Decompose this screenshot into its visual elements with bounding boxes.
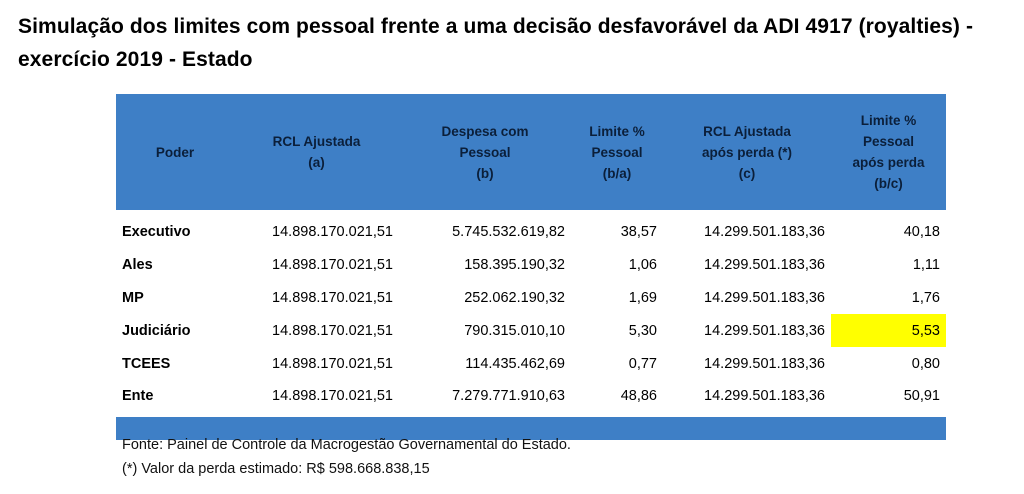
cell-limite-apos-perda: 50,91 <box>903 388 940 405</box>
table-row: MP 14.898.170.021,51 252.062.190,32 1,69… <box>116 282 946 315</box>
cell-poder: Ente <box>122 388 154 405</box>
cell-limite-apos-perda-highlighted: 5,53 <box>831 314 946 348</box>
table-footer-bar <box>116 416 946 440</box>
cell-poder: TCEES <box>122 355 171 372</box>
cell-limite-pessoal: 48,86 <box>620 388 657 405</box>
cell-limite-apos-perda: 40,18 <box>903 224 940 241</box>
table-row: Judiciário 14.898.170.021,51 790.315.010… <box>116 314 946 348</box>
header-rcl-apos-perda: RCL Ajustada após perda (*) (c) <box>663 94 831 210</box>
cell-rcl-ajustada: 14.898.170.021,51 <box>272 257 393 274</box>
source-note: Fonte: Painel de Controle da Macrogestão… <box>122 437 571 453</box>
page-title: Simulação dos limites com pessoal frente… <box>18 15 974 71</box>
cell-poder: Ales <box>122 257 153 274</box>
cell-rcl-apos-perda: 14.299.501.183,36 <box>704 322 825 339</box>
cell-limite-apos-perda: 0,80 <box>911 355 940 372</box>
cell-rcl-ajustada: 14.898.170.021,51 <box>272 224 393 241</box>
table-header-row: Poder RCL Ajustada (a) Despesa com Pesso… <box>116 94 946 210</box>
footnote: (*) Valor da perda estimado: R$ 598.668.… <box>122 461 430 477</box>
header-despesa-pessoal: Despesa com Pessoal (b) <box>399 94 571 210</box>
table-row: Executivo 14.898.170.021,51 5.745.532.61… <box>116 210 946 249</box>
cell-despesa-pessoal: 5.745.532.619,82 <box>452 224 565 241</box>
header-rcl-ajustada: RCL Ajustada (a) <box>234 94 399 210</box>
cell-limite-pessoal: 5,30 <box>628 322 657 339</box>
cell-rcl-apos-perda: 14.299.501.183,36 <box>704 257 825 274</box>
header-limite-pessoal: Limite % Pessoal (b/a) <box>571 94 663 210</box>
cell-limite-apos-perda: 1,11 <box>912 257 940 274</box>
cell-despesa-pessoal: 7.279.771.910,63 <box>452 388 565 405</box>
table-row: TCEES 14.898.170.021,51 114.435.462,69 0… <box>116 347 946 380</box>
cell-limite-pessoal: 0,77 <box>628 355 657 372</box>
header-limite-apos-perda: Limite % Pessoal após perda (b/c) <box>831 94 946 210</box>
cell-poder: Judiciário <box>122 322 191 339</box>
table-row: Ales 14.898.170.021,51 158.395.190,32 1,… <box>116 249 946 282</box>
cell-poder: MP <box>122 289 144 306</box>
cell-despesa-pessoal: 252.062.190,32 <box>464 289 565 306</box>
cell-limite-apos-perda: 1,76 <box>911 289 940 306</box>
cell-rcl-apos-perda: 14.299.501.183,36 <box>704 289 825 306</box>
notes: Fonte: Painel de Controle da Macrogestão… <box>122 433 571 481</box>
cell-limite-pessoal: 1,06 <box>628 257 657 274</box>
cell-rcl-apos-perda: 14.299.501.183,36 <box>704 355 825 372</box>
cell-limite-pessoal: 38,57 <box>620 224 657 241</box>
cell-rcl-ajustada: 14.898.170.021,51 <box>272 355 393 372</box>
cell-despesa-pessoal: 790.315.010,10 <box>464 322 565 339</box>
limits-table: Poder RCL Ajustada (a) Despesa com Pesso… <box>116 94 946 413</box>
cell-rcl-ajustada: 14.898.170.021,51 <box>272 388 393 405</box>
header-poder: Poder <box>116 94 234 210</box>
table-row: Ente 14.898.170.021,51 7.279.771.910,63 … <box>116 380 946 413</box>
cell-despesa-pessoal: 158.395.190,32 <box>464 257 565 274</box>
cell-rcl-ajustada: 14.898.170.021,51 <box>272 322 393 339</box>
cell-rcl-apos-perda: 14.299.501.183,36 <box>704 224 825 241</box>
cell-despesa-pessoal: 114.435.462,69 <box>465 355 565 372</box>
cell-rcl-apos-perda: 14.299.501.183,36 <box>704 388 825 405</box>
data-table-container: Poder RCL Ajustada (a) Despesa com Pesso… <box>116 94 946 440</box>
cell-limite-pessoal: 1,69 <box>628 289 657 306</box>
cell-rcl-ajustada: 14.898.170.021,51 <box>272 289 393 306</box>
cell-poder: Executivo <box>122 224 191 241</box>
